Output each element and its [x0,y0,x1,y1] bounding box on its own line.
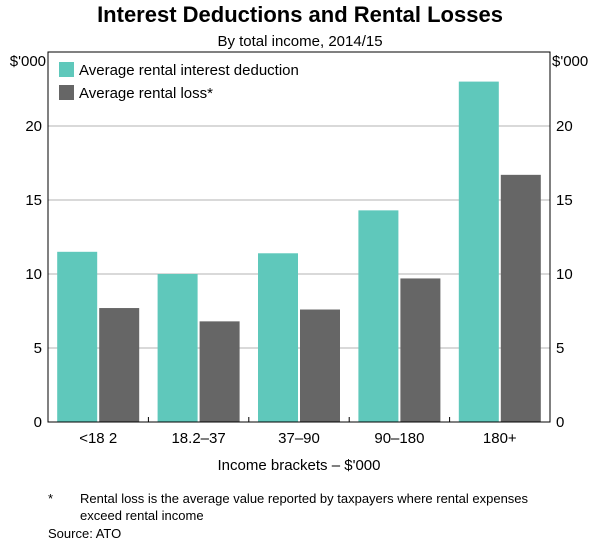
bar [358,210,399,422]
y-tick-label-right: 15 [556,192,573,209]
y-tick-label-left: 0 [34,414,42,431]
y-unit-right: $'000 [552,53,588,70]
footnote-marker: * [48,491,54,506]
x-tick-label: 180+ [483,430,517,447]
y-unit-left: $'000 [10,53,46,70]
y-tick-label-right: 5 [556,340,564,357]
chart-title: Interest Deductions and Rental Losses [97,2,503,27]
legend-swatch [59,62,74,77]
y-tick-label-left: 15 [25,192,42,209]
y-tick-label-left: 5 [34,340,42,357]
bar [258,253,298,422]
y-tick-label-left: 10 [25,266,42,283]
y-tick-label-right: 0 [556,414,564,431]
chart-subtitle: By total income, 2014/15 [217,33,383,50]
x-tick-label: 90–180 [374,430,424,447]
source-note: Source: ATO [48,526,122,541]
bar [458,81,499,422]
bar [199,321,240,422]
legend-label: Average rental interest deduction [79,62,299,79]
bar [99,308,140,422]
bar [300,309,340,422]
bar [500,174,541,422]
x-tick-label: 37–90 [278,430,320,447]
x-tick-label: <18 2 [79,430,117,447]
bar [400,278,441,422]
x-axis-label: Income brackets – $'000 [218,457,381,474]
legend-label: Average rental loss* [79,85,213,102]
bar [157,274,198,422]
y-tick-label-right: 20 [556,118,573,135]
y-tick-label-left: 20 [25,118,42,135]
footnote-text: Rental loss is the average value reporte… [80,491,529,523]
bar [57,251,98,422]
plot-frame [47,51,551,423]
legend-swatch [59,85,74,100]
x-tick-label: 18.2–37 [171,430,225,447]
y-tick-label-right: 10 [556,266,573,283]
